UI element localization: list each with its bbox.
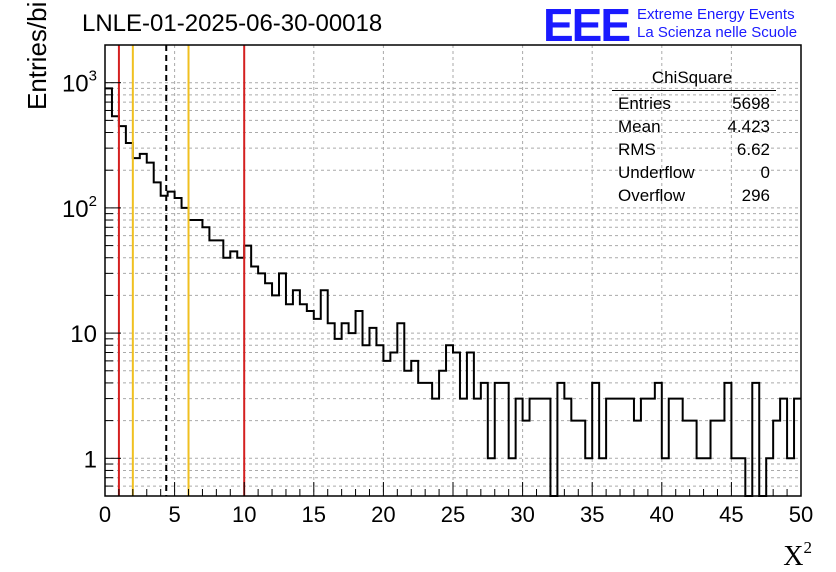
x-axis-label: X2 xyxy=(783,538,812,572)
y-tick-label: 10 xyxy=(70,321,97,348)
grid xyxy=(105,44,801,497)
chart-title: LNLE-01-2025-06-30-00018 xyxy=(82,10,383,37)
stats-key: Overflow xyxy=(618,186,686,205)
y-tick-exponent: 3 xyxy=(89,68,97,85)
stats-divider xyxy=(612,90,776,91)
x-tick-label: 35 xyxy=(580,502,604,527)
axis-ticks xyxy=(104,44,802,497)
x-tick-label: 25 xyxy=(441,502,465,527)
x-tick-label: 20 xyxy=(371,502,395,527)
logo-line-2: La Scienza nelle Scuole xyxy=(637,24,798,41)
stats-key: Underflow xyxy=(618,163,695,182)
x-tick-label: 50 xyxy=(789,502,813,527)
histogram-step-line xyxy=(105,87,801,497)
stats-value: 6.62 xyxy=(736,140,770,159)
stats-title: ChiSquare xyxy=(651,68,733,87)
stats-value: 5698 xyxy=(732,94,770,113)
histogram-marks xyxy=(105,87,801,497)
x-tick-label: 45 xyxy=(719,502,743,527)
stats-value: 296 xyxy=(741,186,770,205)
x-tick-label: 30 xyxy=(510,502,534,527)
y-tick-label: 103 xyxy=(62,68,97,98)
y-tick-exponent: 2 xyxy=(89,193,97,210)
x-tick-label: 15 xyxy=(302,502,326,527)
stats-key: Entries xyxy=(618,94,671,113)
y-tick-label: 102 xyxy=(62,193,97,223)
stats-key: Mean xyxy=(618,117,661,136)
y-tick-label: 1 xyxy=(84,446,97,473)
vertical-marker-lines xyxy=(117,45,246,496)
eee-logo: EEE xyxy=(543,0,631,51)
stats-key: RMS xyxy=(618,140,656,159)
x-axis-label-exponent: 2 xyxy=(804,538,813,557)
x-tick-label: 0 xyxy=(99,502,111,527)
logo-line-1: Extreme Energy Events xyxy=(637,6,795,23)
y-axis-label: Entries/bin xyxy=(22,0,52,110)
x-tick-label: 5 xyxy=(168,502,180,527)
stats-box: ChiSquare Entries 5698 Mean 4.423 RMS 6.… xyxy=(612,66,780,205)
stats-value: 4.423 xyxy=(727,117,770,136)
x-tick-label: 10 xyxy=(232,502,256,527)
stats-value: 0 xyxy=(760,163,770,182)
x-tick-label: 40 xyxy=(650,502,674,527)
